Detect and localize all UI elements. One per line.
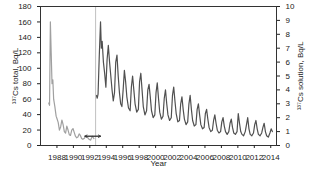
svg-text:¹³⁷Cs solution, Bq/L: ¹³⁷Cs solution, Bq/L xyxy=(296,41,305,110)
svg-text:7: 7 xyxy=(286,44,291,53)
svg-text:Year: Year xyxy=(150,159,167,168)
svg-text:10: 10 xyxy=(286,2,295,11)
svg-text:3: 3 xyxy=(286,99,291,108)
svg-text:2014: 2014 xyxy=(262,153,280,162)
svg-text:20: 20 xyxy=(23,126,32,135)
svg-text:2: 2 xyxy=(286,113,291,122)
svg-text:180: 180 xyxy=(18,2,32,11)
svg-text:6: 6 xyxy=(286,58,291,67)
svg-text:60: 60 xyxy=(23,95,32,104)
svg-text:¹³⁷Cs total, Bq/L: ¹³⁷Cs total, Bq/L xyxy=(11,47,20,104)
svg-text:160: 160 xyxy=(18,18,32,27)
svg-text:140: 140 xyxy=(18,33,32,42)
svg-text:5: 5 xyxy=(286,72,291,81)
svg-text:9: 9 xyxy=(286,16,291,25)
svg-text:4: 4 xyxy=(286,85,291,94)
svg-text:0: 0 xyxy=(27,141,32,150)
svg-text:120: 120 xyxy=(18,48,32,57)
svg-text:40: 40 xyxy=(23,110,32,119)
svg-text:0: 0 xyxy=(286,141,291,150)
svg-text:8: 8 xyxy=(286,30,291,39)
svg-text:100: 100 xyxy=(18,64,32,73)
svg-text:1: 1 xyxy=(286,127,291,136)
svg-text:80: 80 xyxy=(23,79,32,88)
